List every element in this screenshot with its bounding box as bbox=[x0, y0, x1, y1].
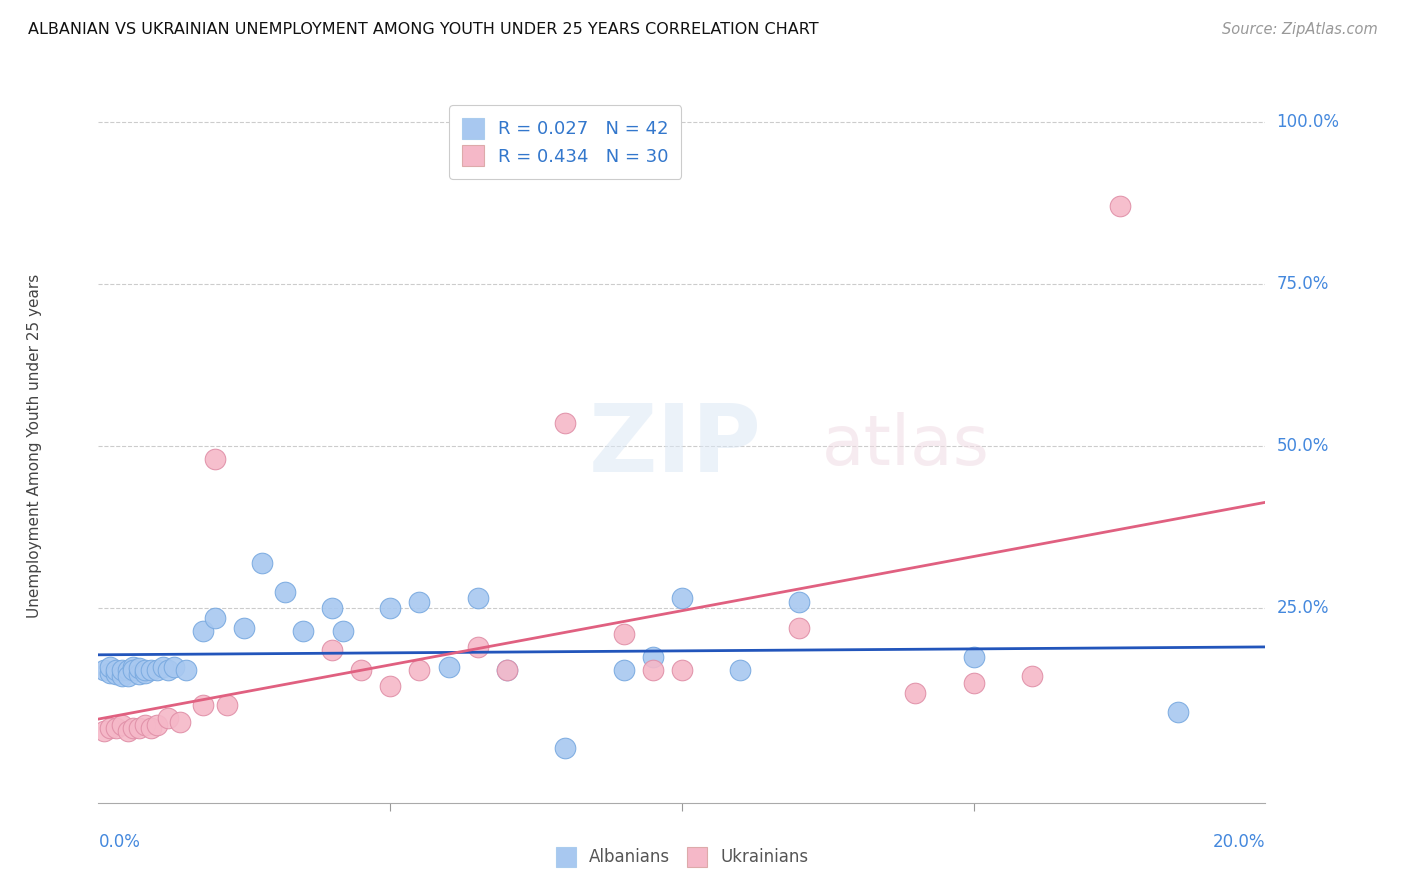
Point bbox=[962, 675, 984, 690]
Point bbox=[111, 718, 134, 732]
Point bbox=[152, 659, 174, 673]
Point bbox=[467, 640, 489, 654]
Legend: Albanians, Ukrainians: Albanians, Ukrainians bbox=[546, 838, 818, 877]
Point bbox=[193, 698, 215, 713]
Point bbox=[495, 663, 517, 677]
Point bbox=[321, 643, 343, 657]
Point bbox=[98, 666, 121, 681]
Point bbox=[904, 685, 927, 699]
Text: 20.0%: 20.0% bbox=[1213, 833, 1265, 851]
Point bbox=[1021, 669, 1043, 683]
Point bbox=[117, 724, 139, 739]
Point bbox=[250, 556, 273, 570]
Point bbox=[671, 591, 693, 606]
Text: 50.0%: 50.0% bbox=[1277, 437, 1329, 455]
Point bbox=[146, 663, 169, 677]
Point bbox=[467, 591, 489, 606]
Point bbox=[641, 663, 664, 677]
Point bbox=[215, 698, 238, 713]
Point bbox=[122, 663, 145, 677]
Point bbox=[93, 663, 115, 677]
Point bbox=[122, 659, 145, 673]
Point bbox=[332, 624, 354, 638]
Point bbox=[204, 611, 226, 625]
Point bbox=[437, 659, 460, 673]
Point bbox=[98, 721, 121, 735]
Text: Unemployment Among Youth under 25 years: Unemployment Among Youth under 25 years bbox=[27, 274, 42, 618]
Text: Source: ZipAtlas.com: Source: ZipAtlas.com bbox=[1222, 22, 1378, 37]
Point bbox=[1108, 199, 1130, 213]
Point bbox=[787, 621, 810, 635]
Point bbox=[104, 663, 127, 677]
Point bbox=[641, 649, 664, 664]
Point bbox=[204, 452, 226, 467]
Point bbox=[233, 621, 256, 635]
Point bbox=[122, 721, 145, 735]
Point bbox=[612, 627, 634, 641]
Point bbox=[157, 663, 180, 677]
Point bbox=[350, 663, 373, 677]
Point bbox=[169, 714, 191, 729]
Point bbox=[1167, 705, 1189, 719]
Point bbox=[139, 663, 162, 677]
Point bbox=[671, 663, 693, 677]
Point bbox=[111, 663, 134, 677]
Point bbox=[146, 718, 169, 732]
Point bbox=[128, 667, 150, 681]
Point bbox=[554, 417, 576, 431]
Point bbox=[93, 724, 115, 739]
Point bbox=[157, 711, 180, 725]
Point bbox=[554, 740, 576, 755]
Point bbox=[139, 721, 162, 735]
Point bbox=[98, 659, 121, 673]
Point bbox=[408, 663, 430, 677]
Point bbox=[728, 663, 751, 677]
Point bbox=[787, 595, 810, 609]
Point bbox=[134, 718, 156, 732]
Point bbox=[612, 663, 634, 677]
Point bbox=[163, 659, 186, 673]
Point bbox=[104, 721, 127, 735]
Point bbox=[134, 663, 156, 677]
Point bbox=[117, 669, 139, 683]
Point bbox=[104, 667, 127, 681]
Point bbox=[128, 721, 150, 735]
Point bbox=[291, 624, 314, 638]
Text: ALBANIAN VS UKRAINIAN UNEMPLOYMENT AMONG YOUTH UNDER 25 YEARS CORRELATION CHART: ALBANIAN VS UKRAINIAN UNEMPLOYMENT AMONG… bbox=[28, 22, 818, 37]
Point bbox=[174, 663, 197, 677]
Point bbox=[274, 585, 297, 599]
Point bbox=[378, 601, 402, 615]
Text: ZIP: ZIP bbox=[589, 400, 762, 492]
Point bbox=[193, 624, 215, 638]
Point bbox=[111, 669, 134, 683]
Text: 100.0%: 100.0% bbox=[1277, 112, 1340, 130]
Text: 75.0%: 75.0% bbox=[1277, 275, 1329, 293]
Text: atlas: atlas bbox=[823, 412, 990, 480]
Point bbox=[495, 663, 517, 677]
Text: 0.0%: 0.0% bbox=[98, 833, 141, 851]
Point bbox=[378, 679, 402, 693]
Text: 25.0%: 25.0% bbox=[1277, 599, 1329, 617]
Point bbox=[128, 661, 150, 675]
Point bbox=[321, 601, 343, 615]
Point bbox=[134, 666, 156, 681]
Point bbox=[408, 595, 430, 609]
Point bbox=[117, 663, 139, 677]
Point bbox=[962, 649, 984, 664]
